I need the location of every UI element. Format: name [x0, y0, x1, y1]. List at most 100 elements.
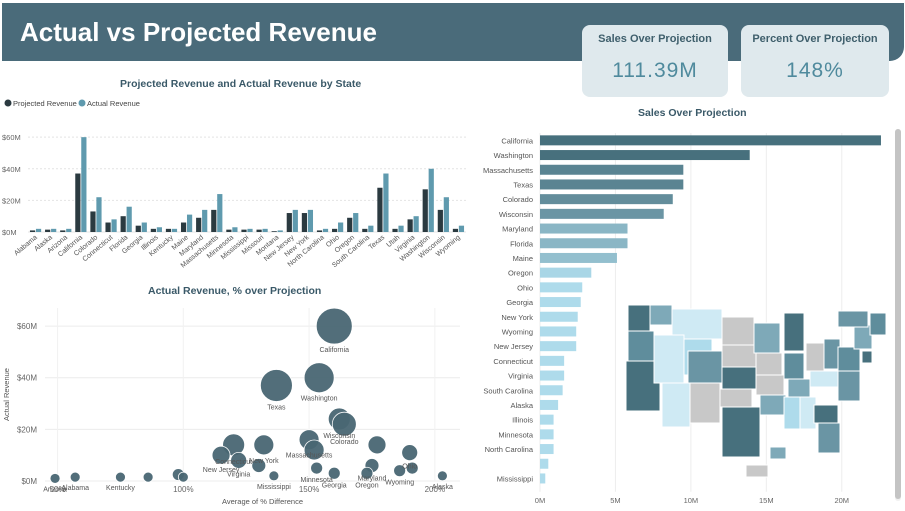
map-state-region[interactable]	[755, 374, 785, 396]
bar-actual-north-carolina[interactable]	[322, 228, 329, 232]
bar-projected-new-york[interactable]	[301, 213, 308, 232]
map-state-region[interactable]	[719, 388, 753, 408]
map-state-region[interactable]	[853, 324, 873, 350]
hbar-florida[interactable]	[540, 238, 628, 249]
bubble-mississippi[interactable]	[268, 470, 280, 482]
hbar-new-york[interactable]	[540, 311, 578, 322]
bar-projected-alabama[interactable]	[29, 230, 36, 232]
map-state-region[interactable]	[813, 404, 839, 424]
bar-projected-california[interactable]	[75, 173, 81, 232]
bar-projected-montana[interactable]	[271, 231, 277, 232]
bar-projected-georgia[interactable]	[135, 225, 141, 232]
hbar-minnesota[interactable]	[540, 429, 554, 440]
hbar-new-jersey[interactable]	[540, 341, 577, 352]
bar-projected-utah[interactable]	[392, 228, 398, 232]
bar-projected-north-carolina[interactable]	[316, 230, 323, 232]
bubble-colorado[interactable]	[331, 411, 357, 437]
bar-projected-missouri[interactable]	[256, 229, 262, 232]
bar-projected-wyoming[interactable]	[452, 228, 459, 232]
bar-actual-montana[interactable]	[277, 230, 283, 232]
bubble-unlabeled[interactable]	[367, 435, 387, 455]
bar-actual-virginia[interactable]	[413, 216, 419, 232]
bubble-minnesota[interactable]	[310, 461, 324, 475]
bubble-new-jersey[interactable]	[211, 445, 231, 465]
bar-actual-colorado[interactable]	[96, 197, 102, 232]
bar-projected-washington[interactable]	[422, 189, 428, 232]
bar-actual-kentucky[interactable]	[171, 228, 178, 232]
bar-actual-ohio[interactable]	[338, 222, 344, 232]
bar-actual-south-carolina[interactable]	[368, 225, 374, 232]
bar-projected-ohio[interactable]	[332, 228, 338, 232]
bubble-kentucky[interactable]	[115, 471, 126, 483]
map-state-region[interactable]	[787, 378, 811, 398]
map-state-region[interactable]	[783, 396, 801, 430]
hbar-mississippi[interactable]	[540, 473, 546, 484]
bar-actual-new-york[interactable]	[307, 209, 314, 232]
hbar-illinois[interactable]	[540, 414, 554, 425]
hbar-south-carolina[interactable]	[540, 385, 563, 396]
hbar-maine[interactable]	[540, 252, 617, 263]
hbar-massachusetts[interactable]	[540, 164, 684, 175]
bar-actual-massachusetts[interactable]	[217, 194, 223, 232]
map-state-region[interactable]	[661, 382, 691, 428]
bubble-alaska[interactable]	[436, 470, 448, 482]
map-state-region[interactable]	[805, 342, 825, 372]
bar-actual-minnesota[interactable]	[232, 227, 238, 232]
bar-projected-maine[interactable]	[180, 222, 187, 232]
map-state-region[interactable]	[627, 304, 651, 332]
bar-projected-florida[interactable]	[120, 216, 126, 232]
map-state-region[interactable]	[837, 310, 869, 328]
hbar-colorado[interactable]	[540, 194, 673, 205]
bubble-unlabeled[interactable]	[142, 471, 154, 483]
actual-vs-percent-scatter-chart[interactable]: $0M $20M $40M $60M 50% 100% 150% 200% Average of…	[0, 298, 470, 508]
bubble-arizona[interactable]	[49, 473, 61, 484]
bar-projected-virginia[interactable]	[407, 219, 413, 232]
map-state-region[interactable]	[817, 422, 841, 454]
bar-projected-texas[interactable]	[377, 187, 383, 232]
bubble-unlabeled[interactable]	[251, 458, 267, 473]
hbar-connecticut[interactable]	[540, 355, 565, 366]
bar-projected-minnesota[interactable]	[226, 229, 232, 232]
hbar-alaska[interactable]	[540, 399, 559, 410]
map-state-region[interactable]	[783, 352, 805, 380]
bar-projected-new-jersey[interactable]	[286, 213, 292, 232]
bubble-oregon[interactable]	[360, 466, 374, 480]
bar-actual-arizona[interactable]	[66, 228, 72, 232]
bar-actual-maryland[interactable]	[202, 209, 208, 232]
hbar-virginia[interactable]	[540, 370, 565, 381]
map-state-region[interactable]	[759, 394, 787, 416]
bar-projected-maryland[interactable]	[196, 217, 202, 232]
bar-projected-kentucky[interactable]	[165, 228, 172, 232]
bar-actual-missouri[interactable]	[262, 228, 268, 232]
map-state-region[interactable]	[689, 382, 721, 424]
map-state-region[interactable]	[653, 334, 685, 384]
us-map[interactable]	[625, 304, 887, 478]
bar-actual-alabama[interactable]	[35, 228, 42, 232]
bar-actual-oregon[interactable]	[353, 213, 359, 232]
bar-projected-south-carolina[interactable]	[362, 228, 368, 232]
bar-actual-florida[interactable]	[126, 206, 132, 232]
map-state-region[interactable]	[721, 366, 757, 390]
map-state-region[interactable]	[687, 350, 723, 384]
hbar-north-carolina[interactable]	[540, 444, 554, 455]
bar-actual-california[interactable]	[81, 137, 87, 232]
sales-over-projection-bar-chart[interactable]: 0M 5M 10M 15M 20M California Washington Massach…	[478, 125, 905, 511]
bar-actual-georgia[interactable]	[141, 222, 147, 232]
bubble-virginia[interactable]	[230, 451, 248, 469]
hbar-ohio[interactable]	[540, 282, 583, 293]
bar-projected-illinois[interactable]	[150, 228, 156, 232]
hbar-maryland[interactable]	[540, 223, 628, 234]
bar-projected-wisconsin[interactable]	[437, 209, 443, 232]
bar-projected-connecticut[interactable]	[105, 222, 111, 232]
hbar-georgia[interactable]	[540, 297, 581, 308]
bar-actual-new-jersey[interactable]	[292, 209, 298, 232]
map-state-region[interactable]	[721, 406, 761, 458]
bubble-unlabeled[interactable]	[405, 461, 419, 475]
bar-actual-utah[interactable]	[398, 225, 404, 232]
map-state-region[interactable]	[755, 352, 783, 376]
legend-label-actual[interactable]: Actual Revenue	[87, 99, 140, 108]
map-state-region[interactable]	[783, 312, 805, 352]
map-state-region[interactable]	[869, 312, 887, 336]
map-state-region[interactable]	[649, 304, 673, 326]
hbar-unlabeled[interactable]	[540, 458, 549, 469]
